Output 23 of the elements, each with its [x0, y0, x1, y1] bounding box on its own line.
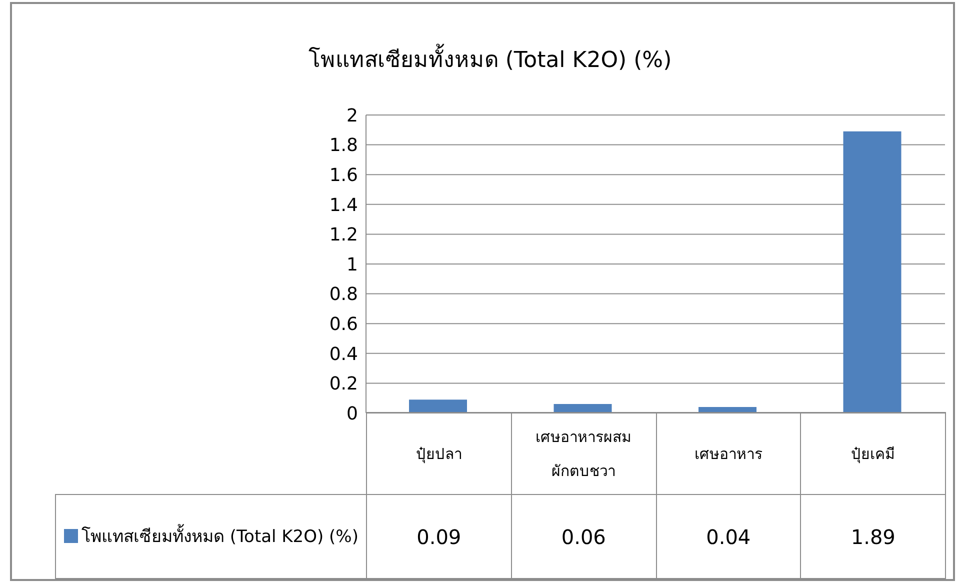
y-tick-label: 1.2	[329, 224, 358, 246]
y-tick-label: 0.2	[329, 374, 358, 395]
legend-label: โพแทสเซียมทั้งหมด (Total K2O) (%)	[56, 494, 366, 578]
x-tick-label: ปุ๋ยเคมี	[800, 412, 946, 494]
y-tick-label: 0.4	[329, 344, 358, 365]
data-label: 0.06	[511, 494, 656, 578]
x-tick-label: ปุ๋ยปลา	[366, 412, 512, 494]
y-tick-label: 0.8	[329, 284, 358, 306]
data-label: 0.09	[366, 494, 512, 578]
y-tick-label: 1.8	[329, 135, 358, 156]
bar	[409, 400, 467, 413]
chart-title: โพแทสเซียมทั้งหมด (Total K2O) (%)	[307, 42, 673, 75]
y-tick-label: 0	[346, 403, 358, 424]
data-label: 0.04	[656, 494, 801, 578]
y-tick-label: 0.6	[329, 314, 358, 335]
y-tick-label: 1.6	[329, 164, 358, 186]
x-tick-label: เศษอาหารผสมผักตบชวา	[511, 412, 656, 494]
bar	[843, 131, 902, 413]
y-tick-label: 1	[346, 254, 358, 276]
x-tick-label: เศษอาหาร	[656, 412, 801, 494]
y-tick-label: 2	[346, 105, 358, 126]
y-tick-label: 1.4	[329, 194, 358, 216]
data-label: 1.89	[800, 494, 946, 578]
